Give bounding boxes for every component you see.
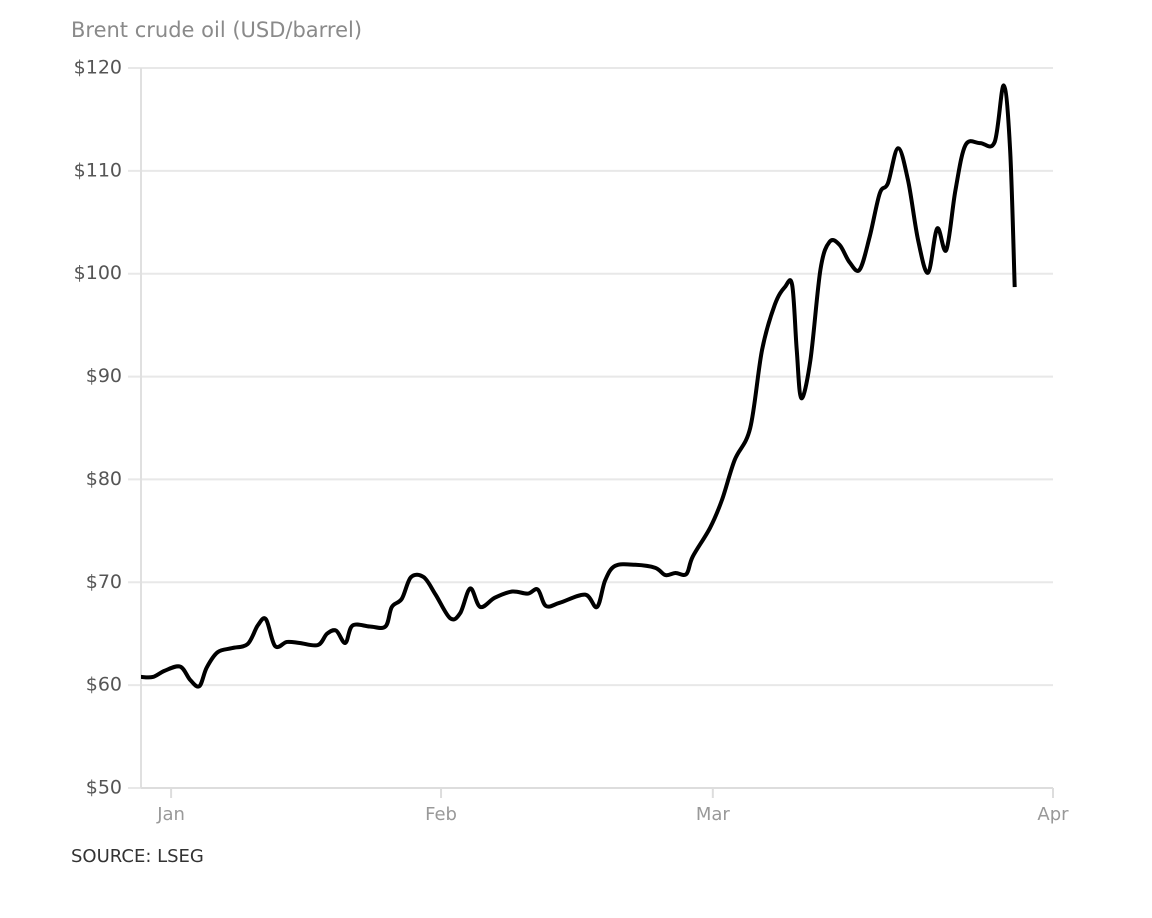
y-tick-label: $110: [74, 159, 122, 181]
y-tick-label: $50: [86, 777, 122, 799]
y-tick-label: $100: [74, 262, 122, 284]
x-tick-label: Feb: [425, 804, 457, 825]
y-tick-label: $80: [86, 468, 122, 490]
x-tick-label: Apr: [1037, 804, 1069, 825]
y-tick-label: $70: [86, 571, 122, 593]
chart-title: Brent crude oil (USD/barrel): [71, 18, 362, 42]
y-tick-label: $90: [86, 365, 122, 387]
source: SOURCE: LSEG: [71, 846, 204, 867]
y-tick-label: $60: [86, 674, 122, 696]
y-tick-label: $120: [74, 57, 122, 79]
x-tick-label: Jan: [156, 804, 185, 825]
price-line: [140, 83, 1017, 689]
x-tick-label: Mar: [696, 804, 731, 825]
